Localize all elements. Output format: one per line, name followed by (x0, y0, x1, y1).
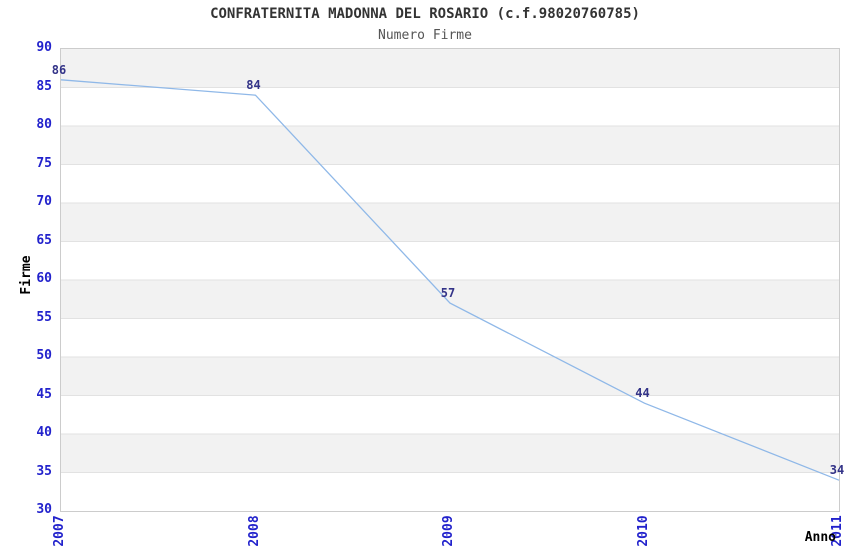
chart-title: CONFRATERNITA MADONNA DEL ROSARIO (c.f.9… (210, 6, 640, 22)
y-tick-label: 85 (36, 78, 52, 94)
plot-band (61, 357, 839, 396)
y-tick-label: 60 (36, 271, 52, 286)
chart-subtitle: Numero Firme (378, 28, 472, 43)
data-point-label: 86 (51, 62, 67, 77)
y-tick-label: 75 (36, 155, 52, 171)
data-line (60, 79, 840, 481)
y-tick-label: 45 (36, 386, 52, 402)
x-axis-label: Anno (804, 530, 836, 545)
x-tick-label: 2008 (246, 515, 262, 547)
data-point-label: 84 (246, 78, 261, 93)
plot-band (61, 49, 839, 88)
data-point-label: 57 (440, 286, 456, 301)
y-tick-label: 40 (36, 425, 52, 440)
y-tick-label: 30 (36, 502, 52, 517)
x-tick-label: 2010 (635, 515, 651, 547)
y-tick-label: 80 (36, 117, 52, 132)
y-tick-label: 50 (36, 348, 52, 363)
plot-band (61, 126, 839, 165)
x-tick-label: 2009 (441, 515, 456, 547)
line-chart-canvas (60, 49, 840, 481)
y-tick-label: 55 (36, 309, 52, 325)
data-point-label: 34 (829, 463, 845, 478)
plot-band (61, 203, 839, 242)
data-point-label: 44 (635, 386, 650, 401)
plot-band (61, 280, 839, 319)
plot-area (60, 48, 840, 512)
x-tick-label: 2007 (52, 515, 67, 547)
y-tick-label: 70 (36, 194, 52, 209)
y-tick-label: 90 (36, 40, 52, 55)
y-tick-label: 65 (36, 232, 52, 248)
y-tick-label: 35 (36, 463, 52, 479)
plot-band (61, 434, 839, 473)
